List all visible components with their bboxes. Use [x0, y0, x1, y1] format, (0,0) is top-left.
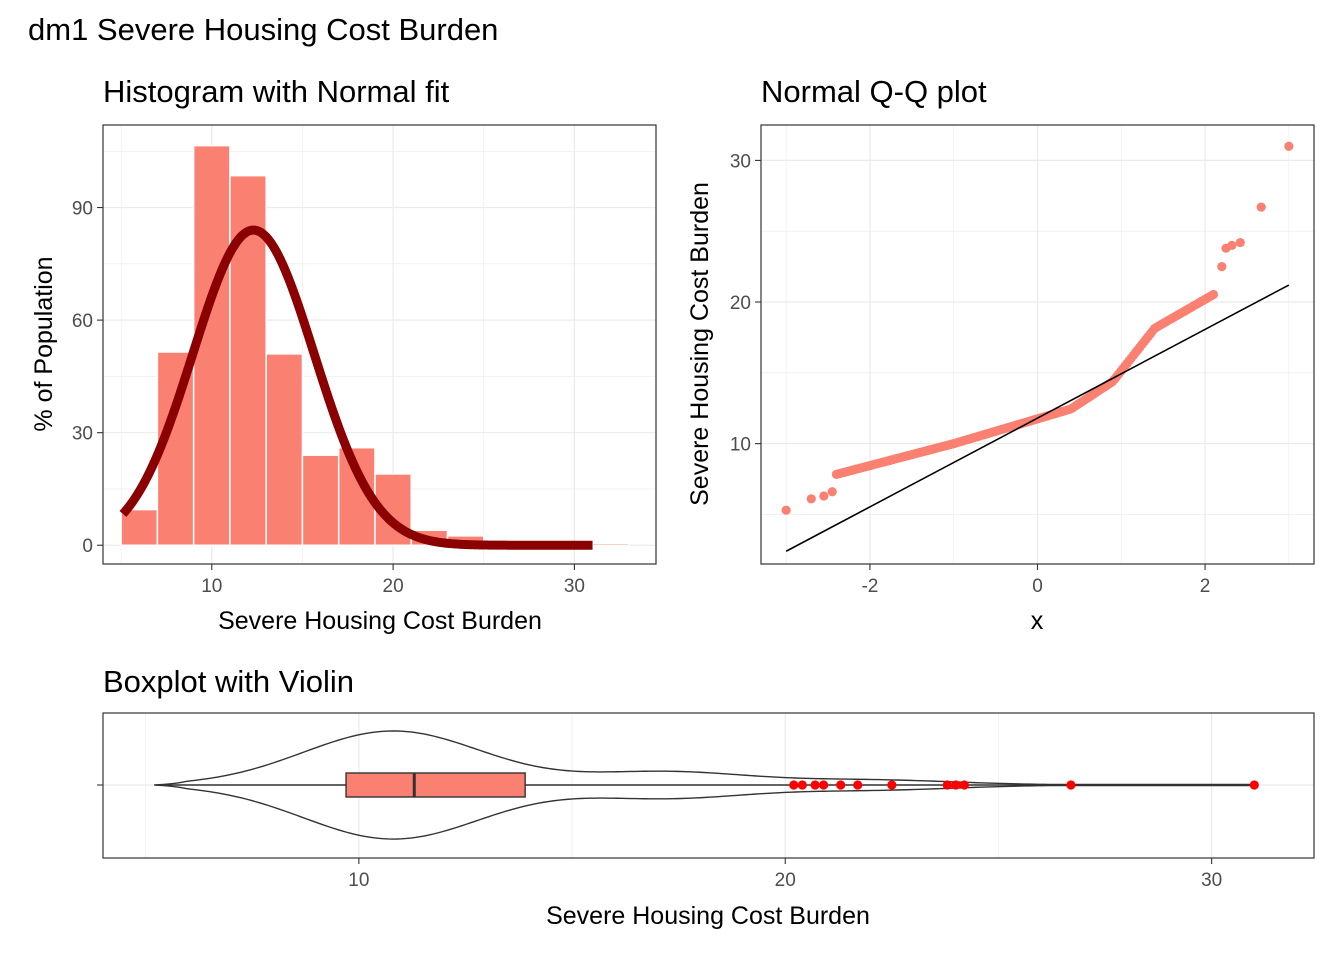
qq-x-tick-label: -2 — [861, 576, 878, 597]
histogram-x-tick-label: 10 — [201, 576, 222, 597]
normal-fit-curve — [119, 225, 595, 550]
histogram-bar-4 — [265, 353, 304, 546]
boxplot-outlier — [810, 780, 820, 790]
qq-y-tick-label: 20 — [730, 293, 751, 314]
qq-y-tick-label: 30 — [730, 151, 751, 172]
histogram-panel: Histogram with Normal fit 10 20 300306090 … — [30, 74, 657, 635]
boxplot-x-tick-label: 20 — [775, 870, 796, 891]
histogram-x-tick-label: 20 — [383, 576, 404, 597]
figure-title: dm1 Severe Housing Cost Burden — [28, 12, 498, 47]
histogram-bars — [120, 144, 630, 546]
boxplot-outlier — [836, 780, 846, 790]
boxplot-x-tick-label: 30 — [1201, 870, 1222, 891]
histogram-ticks: 10 20 30 0 30 60 90 — [72, 199, 585, 597]
boxplot-x-tick-label: 10 — [348, 870, 369, 891]
histogram-y-label: % of Population — [30, 256, 58, 431]
qq-grid — [761, 125, 1314, 564]
qq-point — [1256, 202, 1266, 212]
qq-point — [1227, 240, 1237, 250]
qq-point — [806, 494, 816, 504]
qq-point — [819, 491, 829, 501]
qq-panel: Normal Q-Q plot -2 0 2 10 20 30 x Severe Hous… — [686, 74, 1315, 635]
histogram-y-tick-label: 60 — [72, 311, 93, 332]
histogram-y-tick-label: 90 — [72, 199, 93, 220]
qq-point — [1235, 237, 1245, 248]
qq-y-label: Severe Housing Cost Burden — [686, 182, 714, 506]
boxplot-title: Boxplot with Violin — [103, 664, 354, 699]
histogram-y-tick-label: 0 — [82, 536, 93, 557]
boxplot-outlier — [942, 780, 952, 790]
histogram-panel-border — [102, 124, 657, 565]
boxplot-outlier — [887, 780, 897, 790]
histogram-bar-13 — [591, 542, 630, 546]
boxplot-outlier — [951, 780, 961, 790]
histogram-x-tick-label: 30 — [564, 576, 585, 597]
boxplot-x-label: Severe Housing Cost Burden — [546, 902, 870, 930]
qq-title: Normal Q-Q plot — [761, 74, 987, 109]
histogram-x-label: Severe Housing Cost Burden — [218, 607, 542, 635]
qq-y-tick-label: 10 — [730, 435, 751, 456]
qq-point — [1284, 141, 1294, 151]
boxplot-ticks: 10 20 30 — [97, 784, 1222, 891]
qq-point — [781, 505, 791, 515]
boxplot-outliers — [789, 780, 1259, 790]
qq-x-tick-label: 2 — [1200, 576, 1211, 597]
qq-x-tick-label: 0 — [1032, 576, 1043, 597]
boxplot-outlier — [1249, 780, 1259, 790]
qq-line — [785, 284, 1290, 552]
boxplot-outlier — [1066, 780, 1076, 790]
histogram-y-tick-label: 30 — [72, 424, 93, 445]
qq-ticks: -2 0 2 10 20 30 — [730, 151, 1211, 597]
boxplot-panel: Boxplot with Violin 10 20 30 Severe Housin… — [97, 664, 1315, 930]
qq-reference-line — [785, 284, 1290, 552]
histogram-title: Histogram with Normal fit — [103, 74, 450, 109]
boxplot-outlier — [797, 780, 807, 790]
boxplot-outlier — [789, 780, 799, 790]
qq-point — [1217, 262, 1227, 272]
boxplot-outlier — [819, 780, 829, 790]
histogram-bar-5 — [301, 454, 340, 546]
histogram-normal-fit — [119, 225, 595, 550]
boxplot-outlier — [959, 780, 969, 790]
qq-point — [827, 487, 837, 497]
box-iqr — [345, 772, 526, 798]
qq-x-label: x — [1031, 607, 1044, 635]
boxplot-outlier — [853, 780, 863, 790]
qq-point — [1208, 289, 1219, 300]
